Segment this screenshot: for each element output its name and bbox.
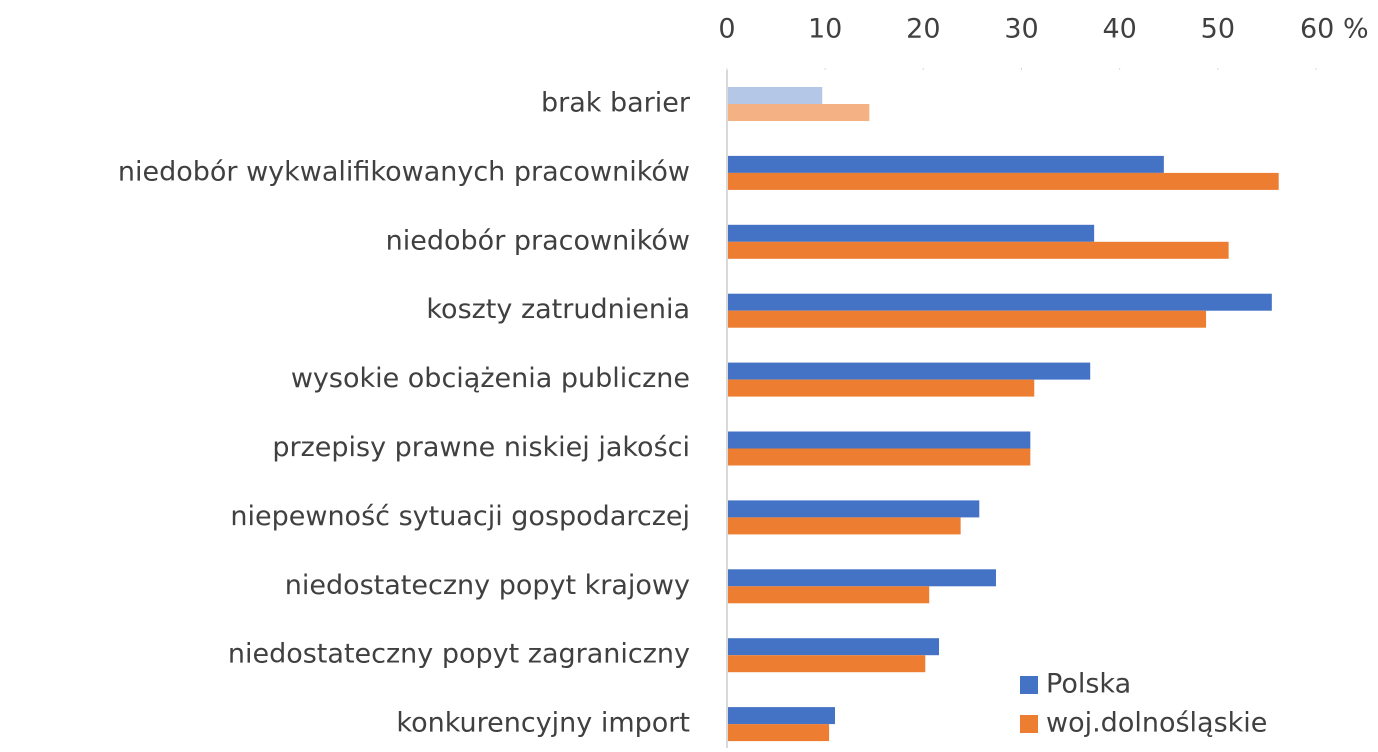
legend-label: woj.dolnośląskie [1046,708,1267,739]
bar [727,638,940,656]
bar [727,517,961,535]
bar [727,379,1035,397]
bar [727,431,1031,449]
x-tick-label: 30 [1004,14,1038,45]
bar [727,724,830,742]
x-tick-label: 0 [718,14,735,45]
bar [727,448,1031,466]
bar [727,569,996,587]
bar [727,362,1091,380]
y-tick-label: konkurencyjny import [396,708,690,739]
x-tick-label: 20 [906,14,940,45]
bar [727,241,1229,259]
legend-label: Polska [1046,669,1131,700]
bar [727,87,823,104]
y-tick-label: wysokie obciążenia publiczne [291,363,690,394]
bar [727,155,1164,173]
x-tick-label: 60 % [1300,14,1369,45]
bar [727,310,1207,328]
legend-swatch [1020,676,1038,694]
y-tick-label: koszty zatrudnienia [426,294,690,325]
bar [727,500,980,518]
bar [727,293,1272,311]
y-tick-label: niedobór pracowników [386,225,690,256]
bar [727,586,930,604]
x-tick-label: 50 [1201,14,1235,45]
bar [727,707,835,725]
x-tick-label: 40 [1102,14,1136,45]
bar [727,224,1095,242]
y-tick-label: niedostateczny popyt krajowy [285,570,690,601]
bar [727,104,870,121]
bar [727,655,926,673]
x-tick-label: 10 [808,14,842,45]
y-tick-label: niepewność sytuacji gospodarczej [230,501,690,532]
y-tick-label: przepisy prawne niskiej jakości [272,432,690,463]
bar [727,172,1279,190]
y-tick-label: niedostateczny popyt zagraniczny [228,639,690,670]
y-tick-label: brak barier [541,88,691,119]
legend-swatch [1020,715,1038,733]
y-tick-label: niedobór wykwalifikowanych pracowników [118,156,690,187]
